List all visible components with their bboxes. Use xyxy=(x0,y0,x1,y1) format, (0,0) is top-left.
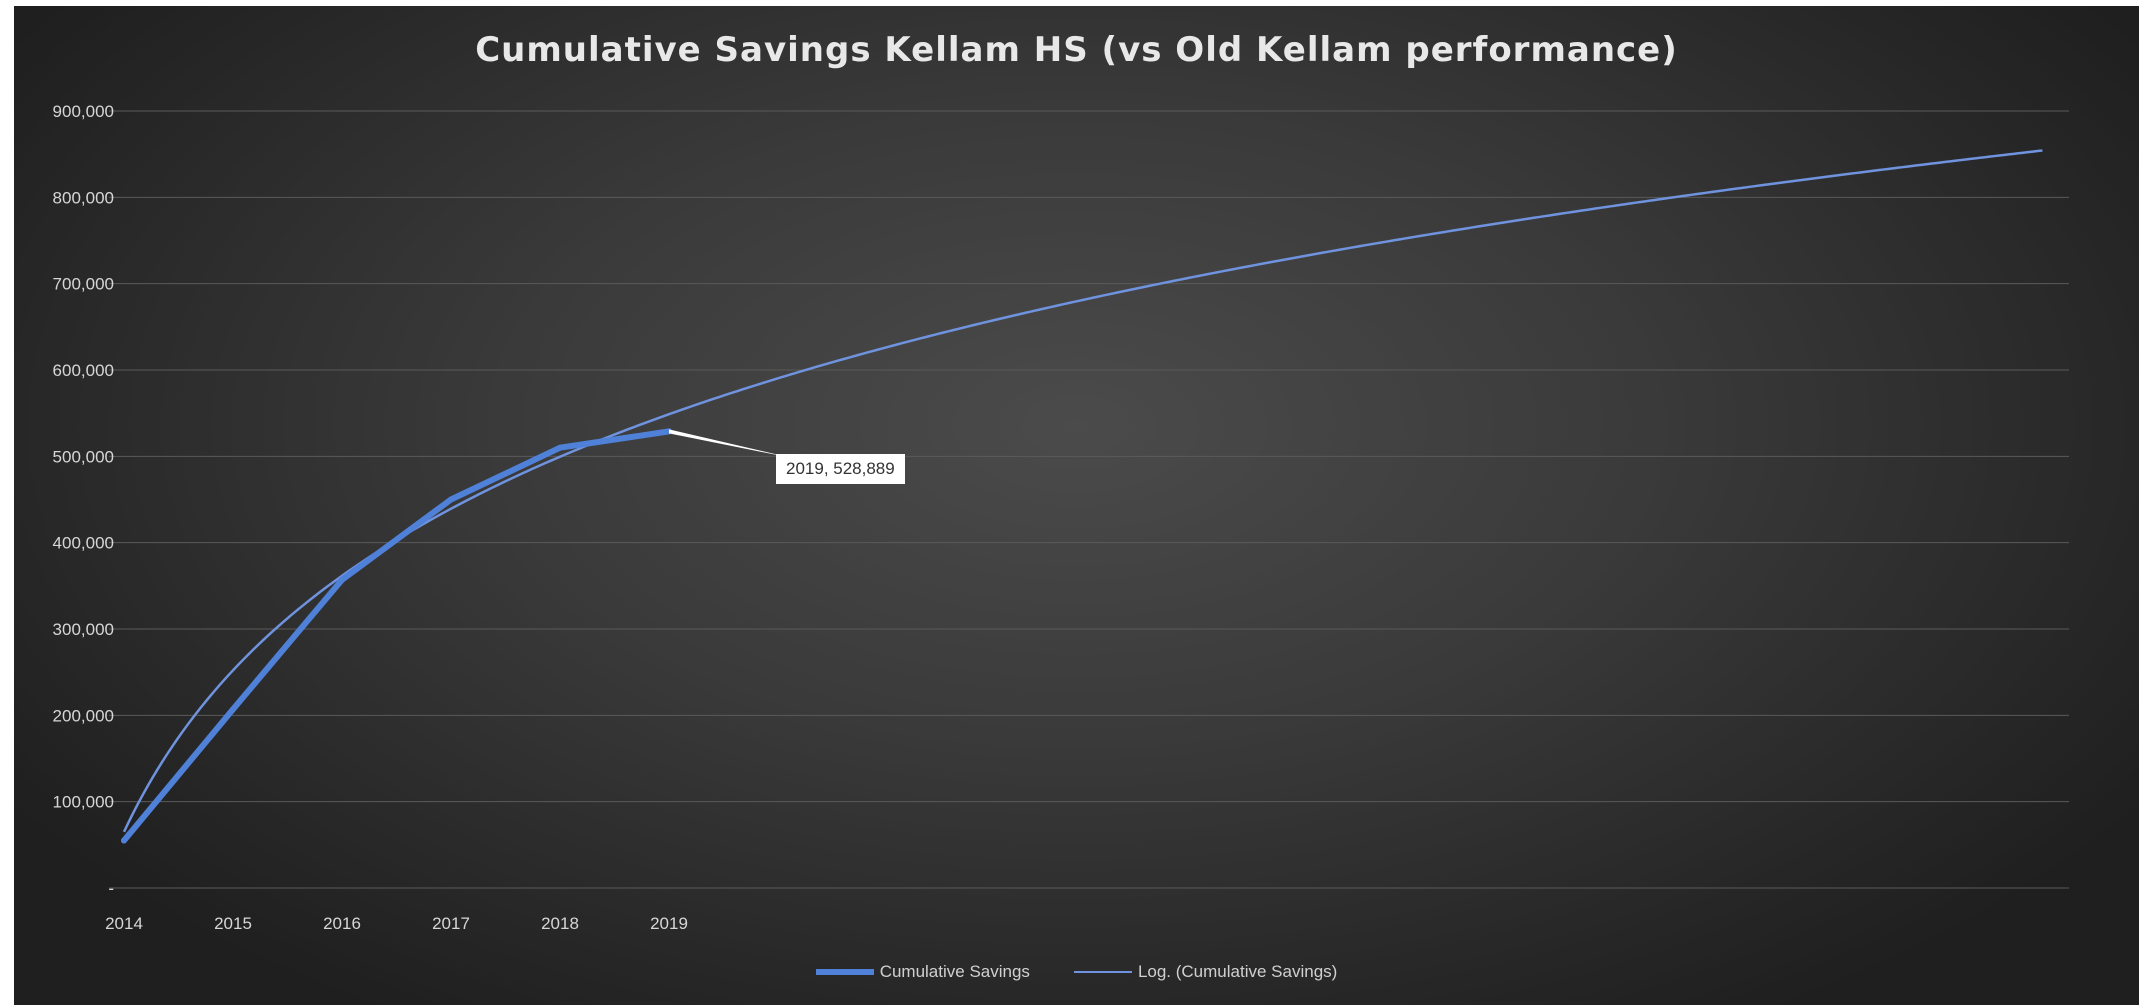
legend-swatch-cumulative-savings xyxy=(815,969,874,975)
data-point xyxy=(339,576,345,583)
chart-title: Cumulative Savings Kellam HS (vs Old Kel… xyxy=(475,30,1678,70)
data-point xyxy=(230,706,236,713)
legend-label-cumulative-savings: Cumulative Savings xyxy=(879,962,1030,981)
legend: Cumulative Savings Log. (Cumulative Savi… xyxy=(14,962,2139,982)
x-tick-label: 2019 xyxy=(650,914,688,933)
gridlines xyxy=(109,110,2069,889)
data-label-leader-layer xyxy=(669,429,792,458)
y-tick-label: 300,000 xyxy=(53,620,114,639)
y-tick-label: 800,000 xyxy=(53,188,114,207)
x-tick-label: 2014 xyxy=(105,914,143,933)
data-label-2019: 2019, 528,889 xyxy=(776,454,905,484)
series-line-cumulative-savings xyxy=(121,428,672,844)
y-tick-label: - xyxy=(108,879,114,898)
y-tick-label: 600,000 xyxy=(53,361,114,380)
x-axis-ticks: 2014 2015 2016 2017 2018 2019 xyxy=(105,914,688,933)
y-tick-label: 400,000 xyxy=(53,534,114,553)
legend-item-log-trendline: Log. (Cumulative Savings) xyxy=(1073,962,1338,982)
data-point xyxy=(557,444,563,451)
data-point xyxy=(448,496,454,503)
y-axis-ticks: - 100,000 200,000 300,000 400,000 500,000 600,… xyxy=(53,102,114,898)
x-tick-label: 2016 xyxy=(323,914,361,933)
chart-plot: - 100,000 200,000 300,000 400,000 500,000 600,… xyxy=(53,102,2069,933)
y-tick-label: 200,000 xyxy=(53,706,114,725)
legend-swatch-log-trendline xyxy=(1073,971,1132,973)
series-layer xyxy=(121,428,672,844)
y-tick-label: 900,000 xyxy=(53,102,114,121)
x-tick-label: 2015 xyxy=(214,914,252,933)
trendline-layer xyxy=(122,149,2043,833)
trendline-log-cumulative-savings xyxy=(122,149,2043,833)
data-point xyxy=(121,837,127,844)
chart-frame: Cumulative Savings Kellam HS (vs Old Kel… xyxy=(14,6,2139,1005)
legend-item-cumulative-savings: Cumulative Savings xyxy=(815,962,1030,982)
x-tick-label: 2018 xyxy=(541,914,579,933)
x-tick-label: 2017 xyxy=(432,914,470,933)
y-tick-label: 500,000 xyxy=(53,447,114,466)
y-tick-label: 100,000 xyxy=(53,793,114,812)
y-tick-label: 700,000 xyxy=(53,275,114,294)
data-label-leader xyxy=(669,429,792,458)
legend-label-log-trendline: Log. (Cumulative Savings) xyxy=(1137,962,1338,981)
